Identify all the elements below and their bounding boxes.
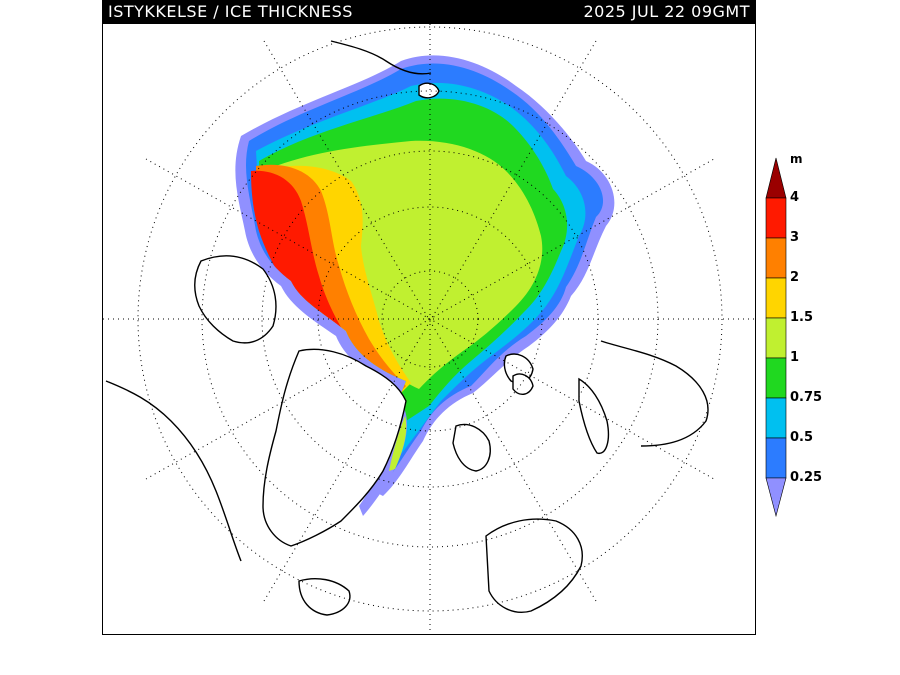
forecast-timestamp: 2025 JUL 22 09GMT bbox=[583, 2, 750, 21]
iceland bbox=[298, 578, 351, 616]
color-swatch-1 bbox=[765, 317, 787, 359]
color-swatch-below bbox=[765, 477, 787, 518]
severnaya-zemlya bbox=[512, 373, 534, 395]
greenland-landmass bbox=[262, 348, 407, 547]
latitude-circle-40 bbox=[137, 26, 723, 612]
canadian-archipelago bbox=[194, 255, 277, 344]
color-swatch-075 bbox=[765, 357, 787, 399]
title-bar: ISTYKKELSE / ICE THICKNESS 2025 JUL 22 0… bbox=[102, 0, 756, 23]
legend-label-2: 2 bbox=[790, 270, 800, 285]
ice-thickness-field bbox=[235, 55, 615, 516]
ice-band-east-greenland-inner bbox=[389, 416, 407, 471]
north-america-coast bbox=[105, 380, 242, 562]
novaya-zemlya bbox=[578, 377, 610, 455]
map-panel bbox=[102, 23, 756, 635]
meridian-120 bbox=[145, 158, 715, 480]
map-title: ISTYKKELSE / ICE THICKNESS bbox=[108, 2, 353, 21]
chukotka-coast bbox=[330, 40, 432, 75]
color-swatch-3 bbox=[765, 197, 787, 239]
eurasia-coast bbox=[600, 340, 709, 447]
legend-label-05: 0.5 bbox=[790, 430, 814, 445]
legend-label-075: 0.75 bbox=[790, 390, 823, 405]
wrangel-island bbox=[418, 82, 440, 99]
svalbard bbox=[452, 423, 491, 472]
ice-band-4 bbox=[251, 170, 399, 393]
legend-label-025: 0.25 bbox=[790, 470, 823, 485]
color-legend: m 4 3 2 1.5 1 0.75 0.5 0.25 bbox=[760, 150, 880, 530]
ice-thickness-map bbox=[103, 24, 755, 634]
color-swatch-15 bbox=[765, 277, 787, 319]
color-swatch-4plus bbox=[765, 157, 787, 199]
legend-label-15: 1.5 bbox=[790, 310, 814, 325]
color-bar bbox=[765, 157, 787, 518]
graticule bbox=[103, 24, 755, 634]
color-swatch-025 bbox=[765, 437, 787, 479]
meridian-150 bbox=[263, 40, 597, 602]
legend-label-4: 4 bbox=[790, 190, 800, 205]
latitude-circle-70 bbox=[317, 206, 543, 432]
legend-unit: m bbox=[790, 152, 803, 166]
color-swatch-2 bbox=[765, 237, 787, 279]
legend-label-3: 3 bbox=[790, 230, 800, 245]
scandinavia bbox=[485, 518, 583, 613]
color-swatch-05 bbox=[765, 397, 787, 439]
legend-label-1: 1 bbox=[790, 350, 800, 365]
land-masses bbox=[105, 40, 709, 616]
